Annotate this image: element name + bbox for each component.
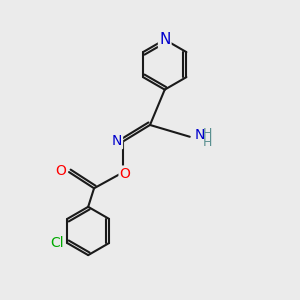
Text: H: H — [203, 136, 212, 148]
Text: O: O — [55, 164, 66, 178]
Text: N: N — [195, 128, 206, 142]
Text: Cl: Cl — [50, 236, 64, 250]
Text: H: H — [203, 127, 212, 140]
Text: O: O — [119, 167, 130, 181]
Text: N: N — [112, 134, 122, 148]
Text: N: N — [159, 32, 170, 47]
